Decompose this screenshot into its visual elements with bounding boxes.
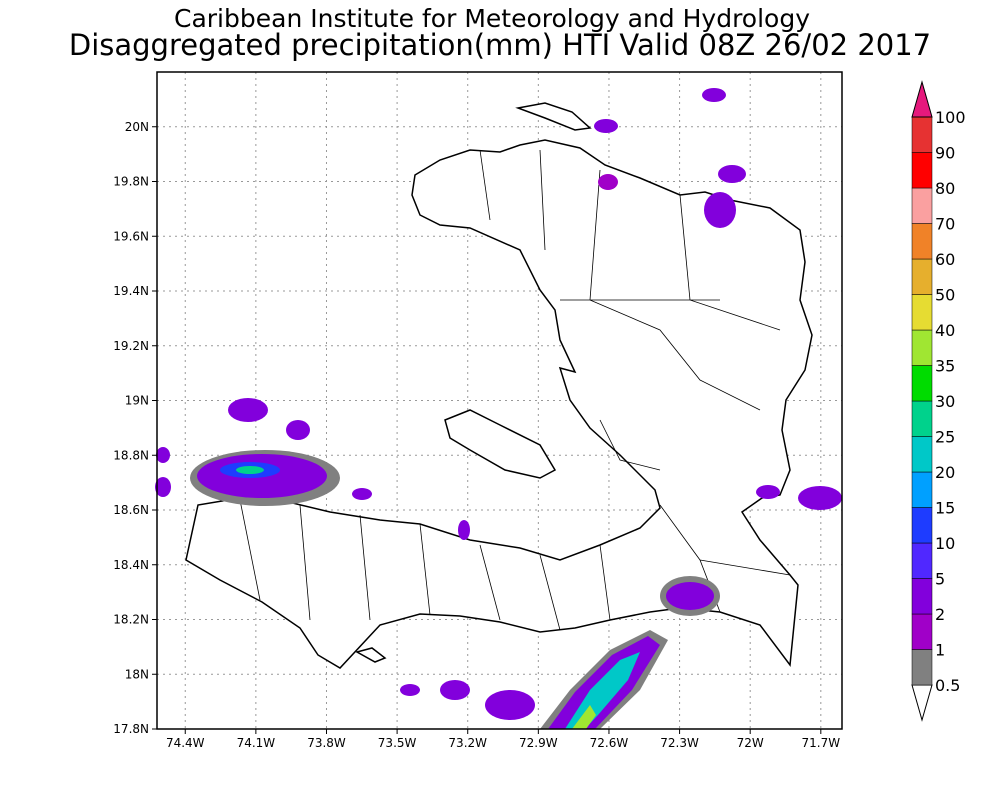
x-tick-label: 74.1W (237, 736, 276, 750)
colorbar-label: 5 (935, 570, 945, 589)
colorbar-segment (911, 187, 933, 224)
colorbar-high (911, 80, 933, 118)
y-tick-label: 18N (125, 667, 149, 681)
y-tick-label: 19.8N (113, 175, 149, 189)
colorbar-segment (911, 507, 933, 544)
colorbar-label: 25 (935, 428, 955, 447)
colorbar-segment (911, 258, 933, 295)
land (185, 102, 813, 669)
colorbar-label: 80 (935, 179, 955, 198)
x-tick-label: 72.9W (519, 736, 558, 750)
y-tick-label: 20N (125, 120, 149, 134)
colorbar-label: 20 (935, 463, 955, 482)
precipitation (155, 88, 842, 729)
y-tick-label: 18.6N (113, 503, 149, 517)
colorbar-label: 100 (935, 108, 966, 127)
hispaniola (185, 139, 813, 669)
x-tick-label: 73.2W (448, 736, 487, 750)
colorbar-segment (911, 471, 933, 508)
y-tick-label: 18.8N (113, 448, 149, 462)
colorbar-segment (911, 294, 933, 331)
y-tick-label: 18.4N (113, 558, 149, 572)
colorbar-segment (911, 578, 933, 615)
colorbar-label: 35 (935, 357, 955, 376)
colorbar-segment (911, 613, 933, 650)
colorbar-label: 70 (935, 215, 955, 234)
tortuga-island (515, 102, 592, 131)
y-tick-label: 19N (125, 394, 149, 408)
colorbar-label: 1 (935, 641, 945, 660)
admin-borders (239, 149, 791, 631)
gonave-island (444, 409, 557, 479)
x-tick-label: 73.5W (378, 736, 417, 750)
colorbar-label: 50 (935, 286, 955, 305)
x-tick-label: 72.3W (660, 736, 699, 750)
colorbar-segment (911, 329, 933, 366)
colorbar-segment (911, 649, 933, 686)
y-tick-label: 19.4N (113, 284, 149, 298)
colorbar-low (911, 684, 933, 722)
colorbar-label: 90 (935, 144, 955, 163)
colorbar-label: 2 (935, 605, 945, 624)
colorbar-segment (911, 436, 933, 473)
colorbar-label: 0.5 (935, 676, 960, 695)
colorbar-segment (911, 400, 933, 437)
colorbar-label: 15 (935, 499, 955, 518)
x-tick-label: 72W (737, 736, 764, 750)
vache-island (355, 647, 387, 663)
title: Caribbean Institute for Meteorology and … (174, 4, 810, 33)
colorbar-segment (911, 365, 933, 402)
subtitle: Disaggregated precipitation(mm) HTI Vali… (69, 28, 931, 62)
y-tick-label: 18.2N (113, 613, 149, 627)
colorbar-label: 10 (935, 534, 955, 553)
map-plot (152, 71, 843, 734)
colorbar-segment (911, 542, 933, 579)
colorbar-segment (911, 152, 933, 189)
colorbar-label: 40 (935, 321, 955, 340)
y-tick-label: 17.8N (113, 722, 149, 736)
y-tick-label: 19.6N (113, 229, 149, 243)
colorbar-label: 60 (935, 250, 955, 269)
x-tick-label: 72.6W (590, 736, 629, 750)
x-tick-label: 74.4W (166, 736, 205, 750)
colorbar-segment (911, 116, 933, 153)
x-tick-label: 71.7W (802, 736, 841, 750)
x-tick-label: 73.8W (307, 736, 346, 750)
colorbar-label: 30 (935, 392, 955, 411)
y-tick-label: 19.2N (113, 339, 149, 353)
colorbar-segment (911, 223, 933, 260)
